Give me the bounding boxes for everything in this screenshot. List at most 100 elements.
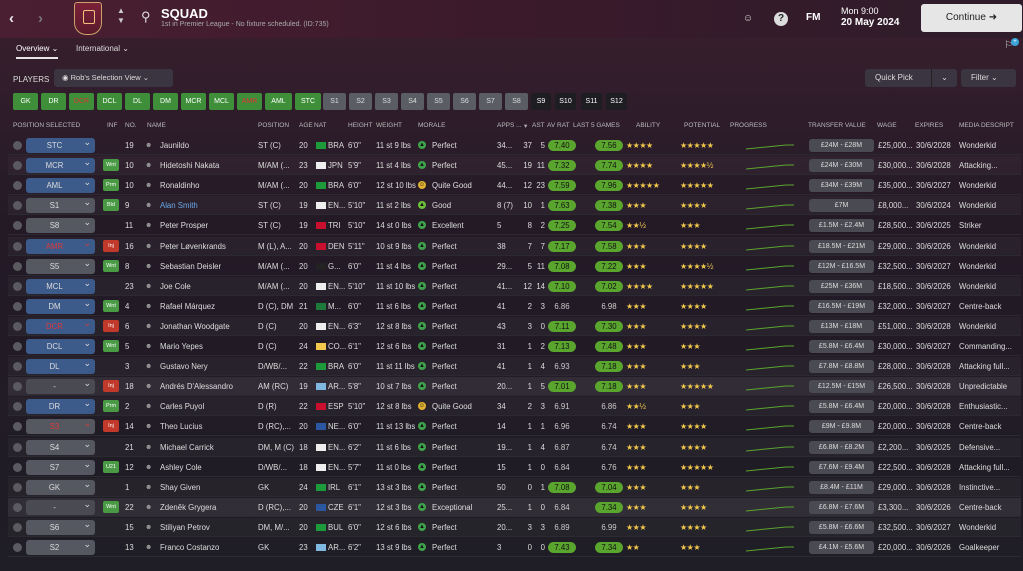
position-filter-s5[interactable]: S5 bbox=[427, 93, 450, 110]
column-header-avrat[interactable]: AV RAT bbox=[547, 122, 570, 129]
table-row[interactable]: DM Wnt 4 ☻ Rafael Márquez D (C), DM 21 M… bbox=[8, 297, 1021, 316]
player-nationality[interactable]: TRI bbox=[328, 221, 341, 231]
player-nationality[interactable]: M... bbox=[328, 301, 341, 311]
table-row[interactable]: MCL 23 ☻ Joe Cole M/AM (... 20 EN... 5'1… bbox=[8, 277, 1021, 296]
position-filter-gk[interactable]: GK bbox=[13, 93, 38, 110]
column-header-potential[interactable]: POTENTIAL bbox=[684, 122, 721, 129]
help-icon[interactable]: ? bbox=[774, 12, 788, 26]
status-badge[interactable]: Inj bbox=[103, 420, 119, 433]
select-checkbox[interactable] bbox=[13, 141, 22, 150]
status-badge[interactable]: Wnt bbox=[103, 500, 119, 513]
position-select-dropdown[interactable]: STC bbox=[26, 138, 95, 153]
quick-pick-dropdown-icon[interactable]: ⌄ bbox=[931, 69, 957, 87]
transfer-value[interactable]: £7.8M - £8.8M bbox=[809, 360, 874, 374]
position-select-dropdown[interactable]: DCR bbox=[26, 318, 95, 334]
back-button[interactable]: ‹ bbox=[9, 10, 14, 27]
player-nationality[interactable]: AR... bbox=[328, 543, 346, 552]
column-header-desc[interactable]: MEDIA DESCRIPT bbox=[959, 122, 1014, 129]
player-name[interactable]: Jonathan Woodgate bbox=[160, 321, 230, 331]
position-filter-s11[interactable]: S11 bbox=[581, 93, 602, 110]
player-name[interactable]: Jaunildo bbox=[160, 141, 190, 150]
player-nationality[interactable]: BRA bbox=[328, 141, 345, 150]
position-select-dropdown[interactable]: DR bbox=[26, 399, 95, 415]
column-header-progress[interactable]: PROGRESS bbox=[730, 122, 767, 129]
transfer-value[interactable]: £25M - £36M bbox=[809, 279, 874, 293]
column-header-expires[interactable]: EXPIRES bbox=[915, 122, 944, 129]
player-name[interactable]: Carles Puyol bbox=[160, 402, 205, 412]
select-checkbox[interactable] bbox=[13, 281, 22, 291]
column-header-last5[interactable]: LAST 5 GAMES bbox=[573, 122, 620, 129]
transfer-value[interactable]: £9M - £9.8M bbox=[809, 420, 874, 434]
table-row[interactable]: S7 U21 12 ☻ Ashley Cole D/WB/... 18 EN..… bbox=[8, 458, 1021, 477]
up-down-arrows-icon[interactable]: ▲ ▼ bbox=[117, 6, 125, 25]
position-filter-s1[interactable]: S1 bbox=[323, 93, 346, 110]
select-checkbox[interactable] bbox=[13, 422, 22, 432]
column-header-height[interactable]: HEIGHT bbox=[348, 122, 373, 129]
table-row[interactable]: S5 Wnt 8 ☻ Sebastian Deisler M/AM (... 2… bbox=[8, 257, 1021, 276]
position-select-dropdown[interactable]: AML bbox=[26, 178, 95, 194]
player-nationality[interactable]: BRA bbox=[328, 362, 345, 372]
notification-icon[interactable]: ⚐ bbox=[1004, 40, 1013, 51]
transfer-value[interactable]: £5.8M - £6.4M bbox=[809, 400, 874, 414]
select-checkbox[interactable] bbox=[13, 382, 22, 392]
player-nationality[interactable]: BRA bbox=[328, 181, 345, 191]
player-nationality[interactable]: EN... bbox=[328, 442, 346, 452]
column-header-weight[interactable]: WEIGHT bbox=[376, 122, 402, 129]
transfer-value[interactable]: £13M - £18M bbox=[809, 319, 874, 333]
player-name[interactable]: Sebastian Deisler bbox=[160, 261, 222, 271]
tab-overview[interactable]: Overview ⌄ bbox=[16, 44, 59, 59]
player-nationality[interactable]: EN... bbox=[328, 321, 346, 331]
column-header-position[interactable]: POSITION bbox=[258, 122, 290, 129]
transfer-value[interactable]: £6.8M - £8.2M bbox=[809, 440, 874, 454]
column-header-morale[interactable]: MORALE bbox=[418, 122, 446, 129]
player-nationality[interactable]: EN... bbox=[328, 462, 346, 472]
player-name[interactable]: Ashley Cole bbox=[160, 462, 202, 472]
position-filter-dcr[interactable]: DCR bbox=[69, 93, 94, 110]
status-badge[interactable]: Inj bbox=[103, 319, 119, 332]
select-checkbox[interactable] bbox=[13, 502, 22, 512]
position-select-dropdown[interactable]: S4 bbox=[26, 439, 95, 455]
status-badge[interactable]: Wnt bbox=[103, 340, 119, 352]
player-name[interactable]: Alan Smith bbox=[160, 201, 198, 211]
column-header-age[interactable]: AGE bbox=[299, 122, 313, 129]
column-header-apps[interactable]: APPS ... bbox=[497, 122, 522, 129]
select-checkbox[interactable] bbox=[13, 221, 22, 231]
status-badge[interactable]: Prm bbox=[103, 400, 119, 413]
position-filter-s9[interactable]: S9 bbox=[531, 93, 551, 110]
player-name[interactable]: Stiliyan Petrov bbox=[160, 522, 210, 532]
player-name[interactable]: Ronaldinho bbox=[160, 181, 200, 191]
column-header-nat[interactable]: NAT bbox=[314, 122, 327, 129]
player-name[interactable]: Zdeněk Grygera bbox=[160, 502, 217, 512]
player-nationality[interactable]: JPN bbox=[328, 161, 343, 171]
transfer-value[interactable]: £5.8M - £6.6M bbox=[809, 520, 874, 534]
player-name[interactable]: Peter Prosper bbox=[160, 221, 209, 231]
status-badge[interactable]: U21 bbox=[103, 460, 119, 473]
forward-button[interactable]: › bbox=[38, 10, 43, 27]
transfer-value[interactable]: £24M - £28M bbox=[809, 139, 874, 152]
player-nationality[interactable]: EN... bbox=[328, 201, 346, 211]
tab-international[interactable]: International ⌄ bbox=[76, 44, 129, 53]
column-header-wage[interactable]: WAGE bbox=[877, 122, 897, 129]
column-header-ast[interactable]: AST bbox=[532, 122, 545, 129]
position-filter-dr[interactable]: DR bbox=[41, 93, 66, 110]
table-row[interactable]: DCR Inj 6 ☻ Jonathan Woodgate D (C) 20 E… bbox=[8, 317, 1021, 336]
select-checkbox[interactable] bbox=[13, 362, 22, 372]
fm-logo[interactable]: FM bbox=[806, 12, 821, 23]
position-select-dropdown[interactable]: MCL bbox=[26, 278, 95, 294]
continue-button[interactable]: Continue ➜ bbox=[921, 4, 1022, 32]
select-checkbox[interactable] bbox=[13, 342, 22, 351]
select-checkbox[interactable] bbox=[13, 181, 22, 191]
quick-pick-button[interactable]: Quick Pick ⌄ bbox=[865, 69, 957, 87]
status-badge[interactable]: Inj bbox=[103, 380, 119, 393]
view-selector[interactable]: ◉ Rob's Selection View ⌄ bbox=[54, 69, 173, 87]
select-checkbox[interactable] bbox=[13, 161, 22, 171]
column-header-inf[interactable]: INF bbox=[107, 122, 118, 129]
column-header-ability[interactable]: ABILITY bbox=[636, 122, 661, 129]
transfer-value[interactable]: £5.8M - £6.4M bbox=[809, 340, 874, 353]
column-header-transfer[interactable]: TRANSFER VALUE bbox=[808, 122, 866, 129]
position-select-dropdown[interactable]: GK bbox=[26, 479, 95, 495]
position-filter-s2[interactable]: S2 bbox=[349, 93, 372, 110]
player-nationality[interactable]: CO... bbox=[328, 342, 347, 351]
table-row[interactable]: - Inj 18 ☻ Andrés D'Alessandro AM (RC) 1… bbox=[8, 377, 1021, 397]
select-checkbox[interactable] bbox=[13, 301, 22, 311]
